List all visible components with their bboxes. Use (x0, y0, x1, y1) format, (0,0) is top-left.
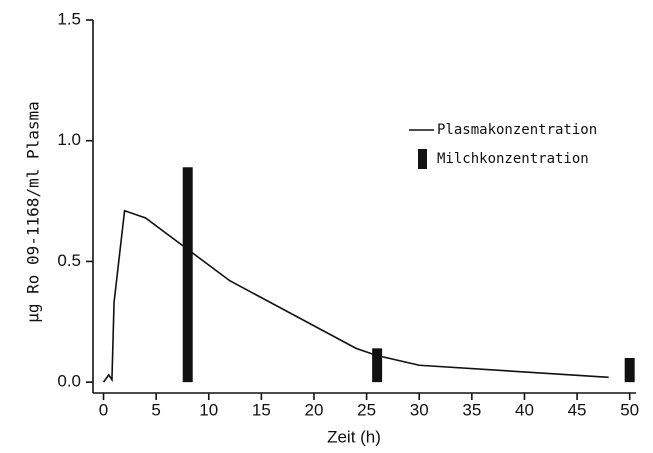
bar (372, 348, 383, 383)
x-tick-label: 25 (357, 400, 376, 419)
legend-bar (418, 149, 427, 169)
x-tick-label: 45 (568, 400, 587, 419)
x-tick-label: 50 (620, 400, 639, 419)
y-tick-label: 0.0 (57, 372, 81, 391)
legend-label: Plasmakonzentration (437, 122, 597, 138)
y-tick-label: 1.5 (57, 9, 81, 28)
x-tick-label: 20 (305, 400, 324, 419)
x-tick-label: 5 (151, 400, 160, 419)
x-tick-label: 30 (410, 400, 429, 419)
y-tick-label: 0.5 (57, 251, 81, 270)
bar (624, 357, 635, 383)
x-tick-label: 10 (199, 400, 218, 419)
x-tick-label: 0 (99, 400, 108, 419)
y-axis-label: µg Ro 09-1168/ml Plasma (24, 101, 43, 323)
x-axis-label: Zeit (h) (327, 427, 381, 446)
bar (182, 167, 193, 383)
plasma-line (102, 209, 609, 383)
legend-label: Milchkonzentration (437, 151, 589, 167)
y-tick-label: 1.0 (57, 130, 81, 149)
x-tick-label: 15 (252, 400, 271, 419)
x-tick-label: 40 (515, 400, 534, 419)
x-tick-label: 35 (462, 400, 481, 419)
